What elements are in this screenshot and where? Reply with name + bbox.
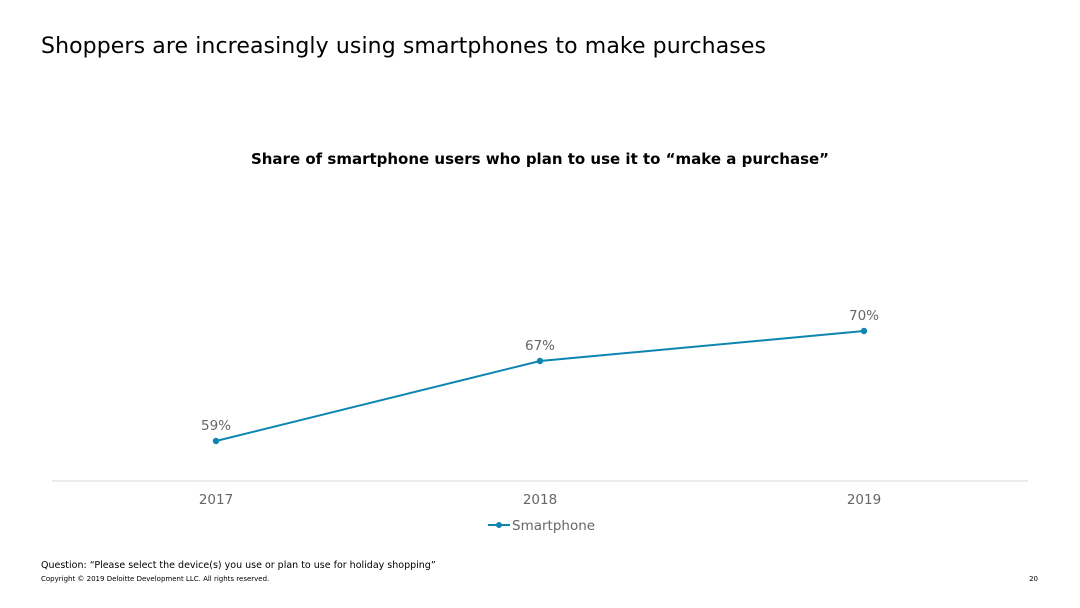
data-point-2019 — [860, 327, 868, 335]
legend: Smartphone — [488, 518, 595, 534]
footnote: Question: “Please select the device(s) y… — [41, 560, 436, 571]
data-point-2017 — [212, 437, 220, 445]
legend-point-marker — [496, 522, 502, 528]
data-label-2018: 67% — [525, 338, 555, 354]
data-label-layer: 59% 67% 70% — [201, 308, 879, 434]
slide-title: Shoppers are increasingly using smartpho… — [41, 34, 767, 59]
data-point-2018 — [536, 357, 544, 365]
x-tick-label-2018: 2018 — [523, 492, 557, 508]
page-number: 20 — [1029, 575, 1038, 583]
x-tick-layer: 2017 2018 2019 — [199, 492, 881, 508]
x-tick-label-2017: 2017 — [199, 492, 233, 508]
data-label-2019: 70% — [849, 308, 879, 324]
copyright: Copyright © 2019 Deloitte Development LL… — [41, 575, 270, 583]
chart-title: Share of smartphone users who plan to us… — [250, 150, 830, 168]
data-label-2017: 59% — [201, 418, 231, 434]
x-tick-label-2019: 2019 — [847, 492, 881, 508]
series-layer — [212, 327, 868, 445]
legend-label: Smartphone — [512, 518, 595, 534]
